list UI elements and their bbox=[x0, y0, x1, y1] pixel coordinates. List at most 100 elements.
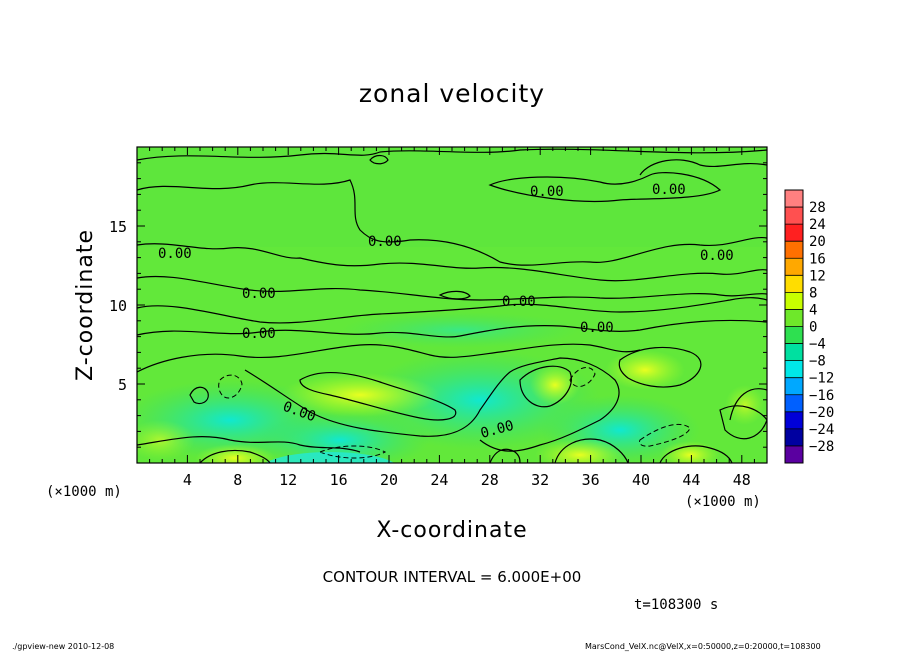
colorbar-swatch bbox=[785, 343, 803, 361]
x-tick-label: 4 bbox=[183, 471, 192, 489]
contour-upper-2 bbox=[488, 172, 722, 202]
contour-small-2 bbox=[369, 154, 389, 165]
contour-label: 0.00 bbox=[242, 326, 276, 342]
y-axis-title: Z-coordinate bbox=[73, 229, 98, 381]
contour-neg-3 bbox=[639, 424, 691, 447]
field-cyan-layer bbox=[340, 312, 580, 348]
colorbar-swatch bbox=[785, 241, 803, 259]
contour-top bbox=[137, 148, 767, 161]
x-tick-label: 16 bbox=[330, 471, 348, 489]
y-tick-label: 5 bbox=[118, 376, 127, 394]
colorbar-label: −16 bbox=[809, 388, 834, 404]
footer-left: ./gpview-new 2010-12-08 bbox=[12, 642, 114, 651]
contour-low-4 bbox=[519, 365, 572, 408]
contour-upper-1 bbox=[137, 179, 767, 266]
contour-lines bbox=[137, 148, 767, 463]
colorbar-swatch bbox=[785, 326, 803, 344]
colorbar-label: −8 bbox=[809, 354, 826, 370]
colorbar-swatch bbox=[785, 224, 803, 242]
field-yellow-2 bbox=[605, 350, 685, 390]
contour-neg-4 bbox=[318, 445, 387, 459]
y-tick-label: 15 bbox=[109, 218, 127, 236]
plot-area bbox=[137, 147, 767, 463]
contour-low-10 bbox=[489, 448, 521, 463]
contour-low-6 bbox=[137, 436, 361, 453]
contour-label: 0.00 bbox=[242, 286, 276, 302]
x-tick-label: 44 bbox=[682, 471, 700, 489]
contour-label: 0.00 bbox=[530, 184, 564, 200]
footer-right: MarsCond_VelX.nc@VelX,x=0:50000,z=0:2000… bbox=[585, 642, 821, 651]
colorbar-label: −20 bbox=[809, 405, 834, 421]
contour-mid-3 bbox=[137, 297, 767, 324]
contour-negative bbox=[218, 367, 691, 459]
y-axis: 5 10 15 bbox=[109, 146, 767, 464]
chart-title: zonal velocity bbox=[359, 79, 545, 108]
contour-label: 0.00 bbox=[158, 246, 192, 262]
contour-low-8 bbox=[554, 438, 629, 463]
colorbar-swatch bbox=[785, 445, 803, 463]
colorbar-label: −4 bbox=[809, 337, 826, 353]
field-yellow-5 bbox=[535, 439, 625, 463]
x-unit-label: (×1000 m) bbox=[46, 484, 122, 500]
contour-mid-1 bbox=[137, 243, 767, 282]
contour-low-12 bbox=[189, 386, 209, 405]
colorbar-swatch bbox=[785, 292, 803, 310]
field-yellow-8 bbox=[725, 385, 765, 425]
contour-label: 0.00 bbox=[652, 182, 686, 198]
contour-label: 0.00 bbox=[580, 320, 614, 336]
colorbar-swatch bbox=[785, 309, 803, 327]
contour-label: 0.00 bbox=[502, 294, 536, 310]
contour-low-5 bbox=[618, 346, 702, 388]
colorbar-swatch bbox=[785, 207, 803, 225]
colorbar-swatch bbox=[785, 360, 803, 378]
colorbar-swatch bbox=[785, 428, 803, 446]
field-yellow-6 bbox=[660, 441, 720, 463]
colorbar-label: 8 bbox=[809, 285, 817, 301]
colorbar-swatch bbox=[785, 377, 803, 395]
colorbar-label: −28 bbox=[809, 439, 834, 455]
colorbar-label: 4 bbox=[809, 302, 817, 318]
x-tick-label: 40 bbox=[632, 471, 650, 489]
colorbar-label: 20 bbox=[809, 234, 826, 250]
x-unit-label-right: (×1000 m) bbox=[685, 494, 761, 510]
colorbar-swatch bbox=[785, 411, 803, 429]
contour-upper-3 bbox=[639, 159, 767, 176]
field-yellow-3 bbox=[530, 365, 580, 405]
x-tick-label: 20 bbox=[380, 471, 398, 489]
contour-neg-1 bbox=[218, 374, 243, 399]
contour-low-3 bbox=[299, 372, 457, 421]
contour-low-2 bbox=[244, 357, 620, 452]
contour-low-7 bbox=[199, 449, 271, 463]
x-tick-label: 48 bbox=[733, 471, 751, 489]
colorbar-label: 28 bbox=[809, 200, 826, 216]
colorbar-label: 12 bbox=[809, 268, 826, 284]
colorbar-label: 24 bbox=[809, 217, 826, 233]
x-tick-label: 36 bbox=[582, 471, 600, 489]
contour-label: 0.00 bbox=[368, 234, 402, 250]
contour-low-9 bbox=[659, 445, 733, 463]
contour-small-1 bbox=[438, 290, 471, 300]
colorbar-swatch bbox=[785, 258, 803, 276]
colorbar-swatch bbox=[785, 394, 803, 412]
time-text: t=108300 s bbox=[634, 597, 718, 613]
field-yellow-7 bbox=[137, 420, 195, 460]
contour-low-1 bbox=[137, 343, 641, 373]
field-yellow-1 bbox=[280, 373, 440, 417]
colorbar-label: −24 bbox=[809, 422, 834, 438]
x-axis-title: X-coordinate bbox=[376, 518, 527, 543]
colorbar-swatch bbox=[785, 275, 803, 293]
colorbar-swatch bbox=[785, 190, 803, 208]
x-tick-label: 28 bbox=[481, 471, 499, 489]
contour-mid-4 bbox=[137, 319, 767, 338]
colorbar-label: −12 bbox=[809, 371, 834, 387]
contour-low-11 bbox=[729, 388, 767, 421]
field-cyan-bottom bbox=[265, 452, 395, 463]
x-tick-label: 32 bbox=[531, 471, 549, 489]
field-yellow-4 bbox=[195, 444, 275, 463]
x-tick-label: 8 bbox=[233, 471, 242, 489]
y-tick-label: 10 bbox=[109, 297, 127, 315]
field-upper-band bbox=[137, 147, 767, 247]
x-tick-label: 24 bbox=[430, 471, 448, 489]
